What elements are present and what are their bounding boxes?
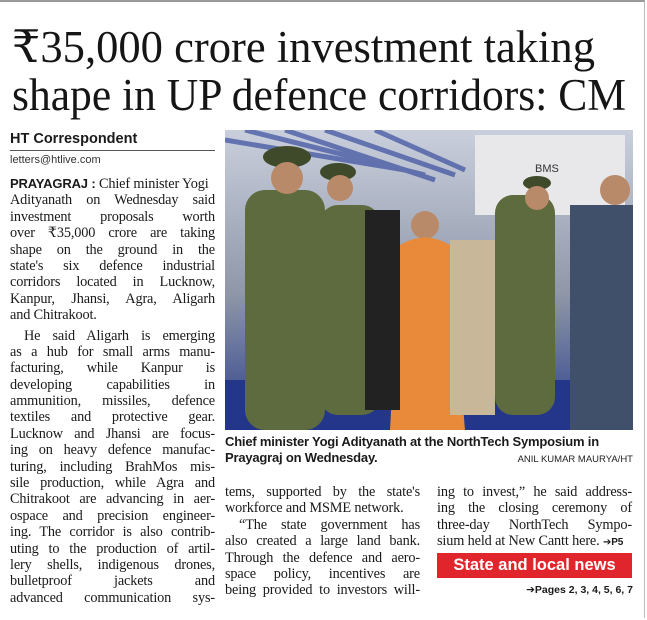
text-line: corridors located in Lucknow, — [10, 274, 215, 291]
text-line: bulletproof jackets and — [10, 573, 215, 590]
column: tems, supported by the state's workforce … — [225, 484, 420, 599]
section-box[interactable]: State and local news — [437, 553, 632, 578]
page-references[interactable]: ➔Pages 2, 3, 4, 5, 6, 7 — [526, 584, 633, 596]
text-line: Kanpur, Jhansi, Agra, Aligarh — [10, 290, 215, 307]
photo: BMS — [225, 130, 633, 430]
continued-ref: ➔P5 — [603, 537, 624, 549]
text-line: PRAYAGRAJ : Chief minister Yogi — [10, 176, 215, 192]
headline-line: shape in UP defence corridors: CM — [12, 70, 626, 120]
text-line: shape on the ground in the — [10, 241, 215, 258]
text-line: tems, supported by the state's — [225, 484, 420, 500]
column: ing to invest,” he said address-ing the … — [437, 484, 632, 550]
text-line: advanced communication sys- — [10, 589, 215, 606]
text-line: ospace and precision engineer- — [10, 507, 215, 524]
text-line: sium held at New Cantt here. ➔P5 — [437, 533, 624, 550]
text-line: “The state government has — [239, 516, 420, 533]
text-line: investment proposals worth — [10, 208, 215, 225]
text-line: and Chitrakoot. — [10, 307, 97, 324]
text-line: over ₹35,000 crore are taking — [10, 225, 215, 242]
text: Chief minister Yogi — [98, 176, 209, 192]
text-line: Through the defence and aero- — [225, 549, 420, 566]
text-line: uting to the production of artil- — [10, 540, 215, 557]
dateline: PRAYAGRAJ : — [10, 176, 96, 191]
text-line: ing on heavy defence manufac- — [10, 442, 215, 459]
text-line: developing capabilities in — [10, 376, 215, 393]
text-line: ing. The corridor is also contrib- — [10, 524, 215, 541]
text-line: workforce and MSME network. — [225, 500, 404, 517]
text-line: state's six defence industrial — [10, 257, 215, 274]
photo-caption: Chief minister Yogi Adityanath at the No… — [225, 434, 599, 465]
email: letters@htlive.com — [10, 154, 101, 166]
text-line: sile production, while Agra and — [10, 475, 215, 492]
text-line: facturing, while Kanpur is — [10, 360, 215, 377]
text-line: space policy, incentives are — [225, 565, 420, 582]
rule — [10, 150, 215, 151]
headline-line: ₹35,000 crore investment taking — [12, 22, 595, 72]
text-line: ammunition, missiles, defence — [10, 393, 215, 410]
text-line: He said Aligarh is emerging — [24, 327, 215, 344]
column: PRAYAGRAJ : Chief minister Yogi Adityanat… — [10, 176, 215, 606]
text-line: three-day NorthTech Sympo- — [437, 516, 632, 533]
photo-credit: ANIL KUMAR MAURYA/HT — [517, 454, 633, 465]
text-line: Adityanath on Wednesday said — [10, 192, 215, 209]
text-line: being provided to investors will- — [225, 582, 420, 599]
text-line: textiles and protective gear. — [10, 409, 215, 426]
text-line: ing to invest,” he said address- — [437, 484, 632, 500]
text-line: turing, including BrahMos mis- — [10, 458, 215, 475]
text-line: Lucknow and Jhansi are focus- — [10, 425, 215, 442]
headline-block: ₹35,000 crore investment taking shape in… — [12, 22, 626, 120]
text-line: lery shells, indigenous drones, — [10, 556, 215, 573]
text-line: as a hub for small arms manu- — [10, 343, 215, 360]
photo-sign: BMS — [535, 163, 559, 175]
text-line: Chitrakoot are advancing in aer- — [10, 491, 215, 508]
byline: HT Correspondent — [10, 131, 138, 147]
text-line: ing the closing ceremony of — [437, 500, 632, 517]
text-line: also created a large land bank. — [225, 533, 420, 550]
